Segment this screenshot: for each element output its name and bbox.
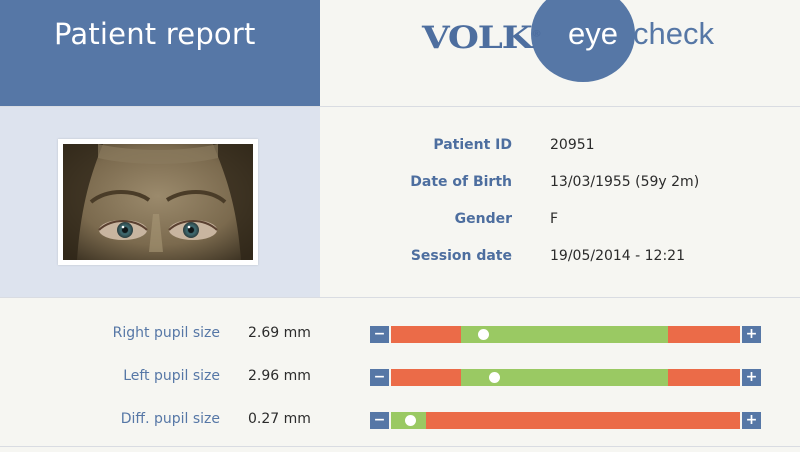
normal-range — [460, 369, 669, 386]
logo-circle — [531, 0, 635, 82]
logo-check-text: check — [633, 16, 714, 51]
decrease-button[interactable]: − — [370, 369, 389, 386]
increase-button[interactable]: + — [742, 369, 761, 386]
date-of-birth-label: Date of Birth — [410, 174, 512, 190]
page-title: Patient report — [54, 17, 256, 51]
date-of-birth-row: Date of Birth 13/03/1955 (59y 2m) — [320, 174, 800, 198]
patient-id-label: Patient ID — [433, 137, 512, 153]
diff-pupil-label: Diff. pupil size — [120, 411, 220, 427]
left-pupil-row: Left pupil size 2.96 mm − + — [0, 368, 800, 392]
diff-pupil-value: 0.27 mm — [248, 411, 311, 427]
session-date-value: 19/05/2014 - 12:21 — [550, 248, 685, 264]
right-pupil-value: 2.69 mm — [248, 325, 311, 341]
left-pupil-label: Left pupil size — [123, 368, 220, 384]
increase-button[interactable]: + — [742, 412, 761, 429]
logo-brand-text: VOLK® — [422, 20, 542, 56]
divider — [0, 297, 800, 298]
session-date-label: Session date — [410, 248, 512, 264]
patient-id-value: 20951 — [550, 137, 595, 153]
divider — [0, 446, 800, 447]
gender-value: F — [550, 211, 559, 227]
right-pupil-label: Right pupil size — [112, 325, 220, 341]
right-pupil-range-bar — [391, 326, 740, 343]
value-marker[interactable] — [478, 329, 490, 340]
value-marker[interactable] — [488, 372, 500, 383]
patient-photo-panel — [0, 107, 320, 297]
logo-eye-text: eye — [568, 16, 618, 51]
patient-photo-frame — [58, 139, 258, 265]
decrease-button[interactable]: − — [370, 326, 389, 343]
patient-info-panel: Patient ID 20951 Date of Birth 13/03/195… — [320, 107, 800, 297]
divider — [0, 106, 800, 107]
left-pupil-range-bar — [391, 369, 740, 386]
diff-pupil-row: Diff. pupil size 0.27 mm − + — [0, 411, 800, 435]
gender-row: Gender F — [320, 211, 800, 235]
header-title-panel: Patient report — [0, 0, 320, 106]
right-pupil-row: Right pupil size 2.69 mm − + — [0, 325, 800, 349]
decrease-button[interactable]: − — [370, 412, 389, 429]
gender-label: Gender — [454, 211, 512, 227]
value-marker[interactable] — [405, 415, 417, 426]
diff-pupil-range-bar — [391, 412, 740, 429]
session-date-row: Session date 19/05/2014 - 12:21 — [320, 248, 800, 272]
patient-eye-photo — [63, 144, 253, 260]
increase-button[interactable]: + — [742, 326, 761, 343]
brand-logo: VOLK® eye check — [320, 0, 800, 106]
normal-range — [460, 326, 669, 343]
left-pupil-value: 2.96 mm — [248, 368, 311, 384]
date-of-birth-value: 13/03/1955 (59y 2m) — [550, 174, 700, 190]
patient-id-row: Patient ID 20951 — [320, 137, 800, 161]
